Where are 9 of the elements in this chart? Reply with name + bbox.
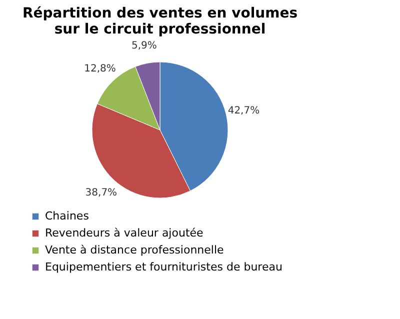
legend-label: Chaines [45, 210, 90, 222]
data-label: 12,8% [84, 63, 116, 74]
data-label: 42,7% [228, 105, 260, 116]
legend-label: Vente à distance professionnelle [45, 244, 224, 256]
legend-label: Equipementiers et fournituristes de bureau [45, 260, 282, 274]
data-label: 5,9% [131, 40, 157, 52]
legend-label: Revendeurs à valeur ajoutée [45, 226, 204, 240]
data-label: 38,7% [85, 188, 118, 199]
chart-title: Répartition des ventes en volumes sur le circuit professionnel [22, 5, 298, 38]
